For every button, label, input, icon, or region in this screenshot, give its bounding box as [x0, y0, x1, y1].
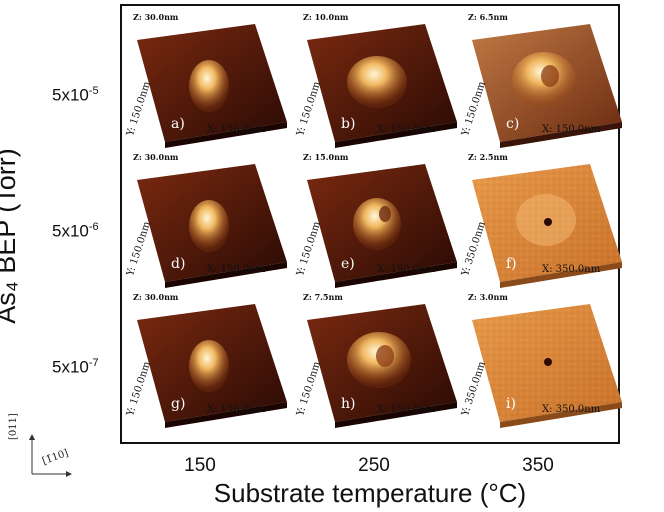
x-axis-label: Substrate temperature (°C) [213, 478, 527, 508]
z-scale-label: Z: 15.0nm [303, 152, 349, 162]
panel-tag: a) [171, 116, 185, 132]
afm-surface-image [472, 304, 622, 428]
afm-surface-image [307, 304, 457, 428]
panel-tag: h) [341, 396, 356, 412]
afm-panel-i: Z: 3.0nm Y: 350.0nm X: 350.0nm i) [460, 290, 630, 430]
z-scale-label: Z: 30.0nm [133, 12, 179, 22]
x-scale-label: X: 350.0nm [542, 404, 601, 415]
afm-surface-image [307, 164, 457, 288]
afm-surface-image [137, 164, 287, 288]
x-scale-label: X: 150.0nm [207, 264, 266, 275]
row-label-2: 5x10-6 [52, 221, 99, 241]
z-scale-label: Z: 10.0nm [303, 12, 349, 22]
z-scale-label: Z: 3.0nm [468, 292, 508, 302]
afm-panel-b: Z: 10.0nm Y: 150.0nm X: 150.0nm b) [295, 10, 465, 150]
afm-surface-image [137, 304, 287, 428]
row-label-1: 5x10-5 [52, 85, 99, 105]
x-scale-label: X: 150.0nm [542, 124, 601, 135]
crystal-direction-arrows-icon [29, 434, 72, 477]
x-scale-label: X: 150.0nm [377, 124, 436, 135]
x-scale-label: X: 150.0nm [207, 404, 266, 415]
afm-panel-f: Z: 2.5nm Y: 350.0nm X: 350.0nm f) [460, 150, 630, 290]
direction-vertical-label: [011] [8, 413, 19, 440]
panel-tag: b) [341, 116, 356, 132]
afm-surface-image [472, 164, 622, 288]
afm-panel-e: Z: 15.0nm Y: 150.0nm X: 150.0nm e) [295, 150, 465, 290]
x-scale-label: X: 150.0nm [377, 404, 436, 415]
panel-tag: d) [171, 256, 186, 272]
afm-surface-image [307, 24, 457, 148]
z-scale-label: Z: 30.0nm [133, 152, 179, 162]
row-label-3: 5x10-7 [52, 357, 99, 377]
panel-tag: c) [506, 116, 520, 132]
column-label-1: 150 [184, 455, 216, 476]
afm-panel-d: Z: 30.0nm Y: 150.0nm X: 150.0nm d) [125, 150, 295, 290]
z-scale-label: Z: 30.0nm [133, 292, 179, 302]
panel-tag: f) [506, 256, 517, 272]
afm-surface-image [137, 24, 287, 148]
afm-panel-h: Z: 7.5nm Y: 150.0nm X: 150.0nm h) [295, 290, 465, 430]
afm-panel-g: Z: 30.0nm Y: 150.0nm X: 150.0nm g) [125, 290, 295, 430]
x-scale-label: X: 150.0nm [377, 264, 436, 275]
panel-tag: e) [341, 256, 355, 272]
afm-surface-image [472, 24, 622, 148]
x-scale-label: X: 350.0nm [542, 264, 601, 275]
afm-panel-c: Z: 6.5nm Y: 150.0nm X: 150.0nm c) [460, 10, 630, 150]
column-label-2: 250 [358, 455, 390, 476]
z-scale-label: Z: 6.5nm [468, 12, 508, 22]
panel-tag: i) [506, 396, 516, 412]
y-axis-label: As₄ BEP (Torr) [0, 148, 21, 324]
afm-panel-a: Z: 30.0nm Y: 150.0nm X: 150.0nm a) [125, 10, 295, 150]
column-label-3: 350 [522, 455, 554, 476]
panel-tag: g) [171, 396, 186, 412]
z-scale-label: Z: 2.5nm [468, 152, 508, 162]
x-scale-label: X: 150.0nm [207, 124, 266, 135]
z-scale-label: Z: 7.5nm [303, 292, 343, 302]
